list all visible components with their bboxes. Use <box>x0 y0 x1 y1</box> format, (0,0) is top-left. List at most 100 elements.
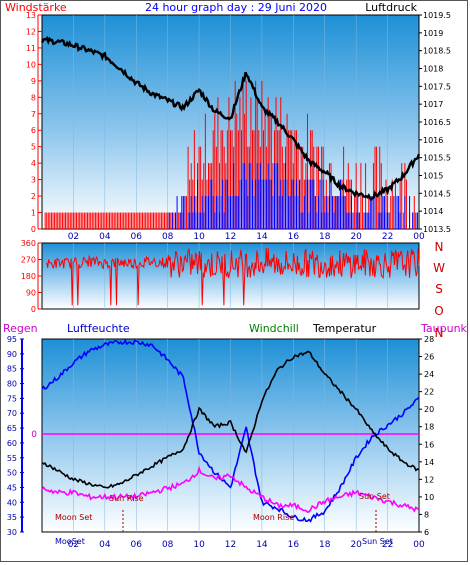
humidity-line <box>41 338 420 523</box>
middle-left-tick-label: 90 <box>26 289 36 298</box>
bottom-x-tick-label: 12 <box>225 540 236 550</box>
bottom-left-tick-label: 50 <box>7 469 17 478</box>
middle-left-tick-label: 0 <box>31 305 36 314</box>
temperature-line <box>41 350 420 489</box>
compass-letter: N <box>435 240 444 254</box>
bottom-x-tick-label: 06 <box>131 540 143 550</box>
bottom-right-tick-label: 16 <box>424 440 434 449</box>
top-right-tick-label: 1017 <box>423 100 443 109</box>
bottom-grid <box>73 339 388 532</box>
bottom-left-tick-label: 85 <box>7 365 17 374</box>
top-left-tick-label: 3 <box>31 176 36 185</box>
top-left-tick-label: 1 <box>31 209 36 218</box>
bottom-left-tick-label: 55 <box>7 454 17 463</box>
top-wind-bars <box>44 80 418 229</box>
bottom-right-tick-label: 22 <box>424 388 434 397</box>
bottom-left-tick-label: 70 <box>7 409 17 418</box>
legend-temperatur: Temperatur <box>312 322 377 335</box>
top-right-tick-label: 1014 <box>423 207 443 216</box>
bottom-left-tick-label: 65 <box>7 424 17 433</box>
top-left-label: Windstärke <box>5 1 67 14</box>
middle-grid <box>73 243 388 309</box>
bottom-left-tick-label: 30 <box>7 528 17 537</box>
bottom-left-tick-label: 75 <box>7 394 17 403</box>
annot-moon-rise: Moon Rise <box>253 513 294 522</box>
graph-title: 24 hour graph day : 29 Juni 2020 <box>145 1 327 14</box>
top-right-axis: 1013.5 1014 1014.5 1015 1015.5 1016 1016.5 1017… <box>419 11 451 234</box>
top-x-tick-label: 16 <box>288 232 300 242</box>
top-right-tick-label: 1015.5 <box>423 154 451 163</box>
legend-taupunkt: Taupunkt <box>420 322 467 335</box>
top-left-tick-label: 4 <box>31 159 36 168</box>
middle-left-axis: 0 90 180 270 360 <box>21 239 42 314</box>
bottom-left-tick-label: 60 <box>7 439 17 448</box>
bottom-x-tick-label: 08 <box>162 540 174 550</box>
bottom-right-tick-label: 18 <box>424 423 434 432</box>
bottom-left-axis: 30 35 40 45 50 55 60 65 70 75 80 85 90 95 <box>7 335 24 537</box>
legend-windchill: Windchill <box>249 322 299 335</box>
bottom-right-axis: 6 8 10 12 14 16 18 20 22 24 26 28 <box>419 335 434 537</box>
top-left-tick-label: 0 <box>31 225 36 234</box>
top-right-tick-label: 1016 <box>423 136 443 145</box>
top-right-tick-label: 1013.5 <box>423 225 451 234</box>
compass-letter: N <box>435 326 444 340</box>
top-right-tick-label: 1014.5 <box>423 189 451 198</box>
top-left-tick-label: 12 <box>26 27 36 36</box>
top-x-tick-label: 00 <box>413 232 425 242</box>
middle-left-tick-label: 360 <box>21 239 36 248</box>
bottom-left-tick-label: 90 <box>7 350 17 359</box>
legend-luftfeuchte: Luftfeuchte <box>67 322 130 335</box>
top-x-tick-label: 14 <box>256 232 268 242</box>
rain-zero-label: 0 <box>31 430 37 440</box>
pressure-line <box>40 35 421 201</box>
bottom-x-tick-label: 20 <box>350 540 362 550</box>
top-right-tick-label: 1019.5 <box>423 11 451 20</box>
bottom-right-tick-label: 6 <box>424 528 429 537</box>
bottom-right-tick-label: 28 <box>424 335 434 344</box>
annot-moon-set: Moon Set <box>55 513 92 522</box>
bottom-right-tick-label: 12 <box>424 475 434 484</box>
top-x-tick-label: 18 <box>319 232 331 242</box>
annot-bottom-moon-set: MooSet <box>55 537 85 546</box>
annot-sun-set: Sun Set <box>359 492 390 501</box>
top-left-tick-label: 7 <box>31 110 36 119</box>
bottom-right-tick-label: 20 <box>424 405 434 414</box>
compass-letter: W <box>433 261 445 275</box>
bottom-x-tick-label: 02 <box>68 540 79 550</box>
top-x-axis: 02 04 06 08 10 12 14 16 18 20 22 00 <box>68 232 425 242</box>
top-right-tick-label: 1017.5 <box>423 82 451 91</box>
bottom-x-tick-label: 22 <box>382 540 393 550</box>
bottom-left-tick-label: 40 <box>7 498 17 507</box>
bottom-x-tick-label: 14 <box>256 540 268 550</box>
annot-bottom-sun-set: Sun Set <box>362 537 393 546</box>
bottom-left-tick-label: 45 <box>7 483 17 492</box>
top-x-tick-label: 12 <box>225 232 236 242</box>
top-right-label: Luftdruck <box>365 1 417 14</box>
compass-letter: O <box>434 304 443 318</box>
bottom-right-tick-label: 8 <box>424 510 429 519</box>
top-right-tick-label: 1019 <box>423 29 443 38</box>
middle-left-tick-label: 180 <box>21 272 36 281</box>
bottom-x-tick-label: 16 <box>288 540 300 550</box>
top-x-tick-label: 06 <box>131 232 143 242</box>
top-right-tick-label: 1018 <box>423 65 443 74</box>
bottom-left-tick-label: 35 <box>7 513 17 522</box>
bottom-right-tick-label: 10 <box>424 493 434 502</box>
bottom-x-axis: 02 04 06 08 10 12 14 16 18 20 22 00 <box>68 540 425 550</box>
bottom-x-tick-label: 10 <box>193 540 205 550</box>
top-left-tick-label: 13 <box>26 11 36 20</box>
top-x-tick-label: 04 <box>99 232 111 242</box>
top-right-tick-label: 1016.5 <box>423 118 451 127</box>
bottom-left-tick-label: 80 <box>7 380 17 389</box>
bottom-x-tick-label: 00 <box>413 540 425 550</box>
bottom-right-tick-label: 14 <box>424 458 434 467</box>
top-left-tick-label: 10 <box>26 60 36 69</box>
top-x-tick-label: 02 <box>68 232 79 242</box>
top-left-tick-label: 9 <box>31 77 36 86</box>
top-x-tick-label: 08 <box>162 232 174 242</box>
compass-letter: S <box>435 282 443 296</box>
